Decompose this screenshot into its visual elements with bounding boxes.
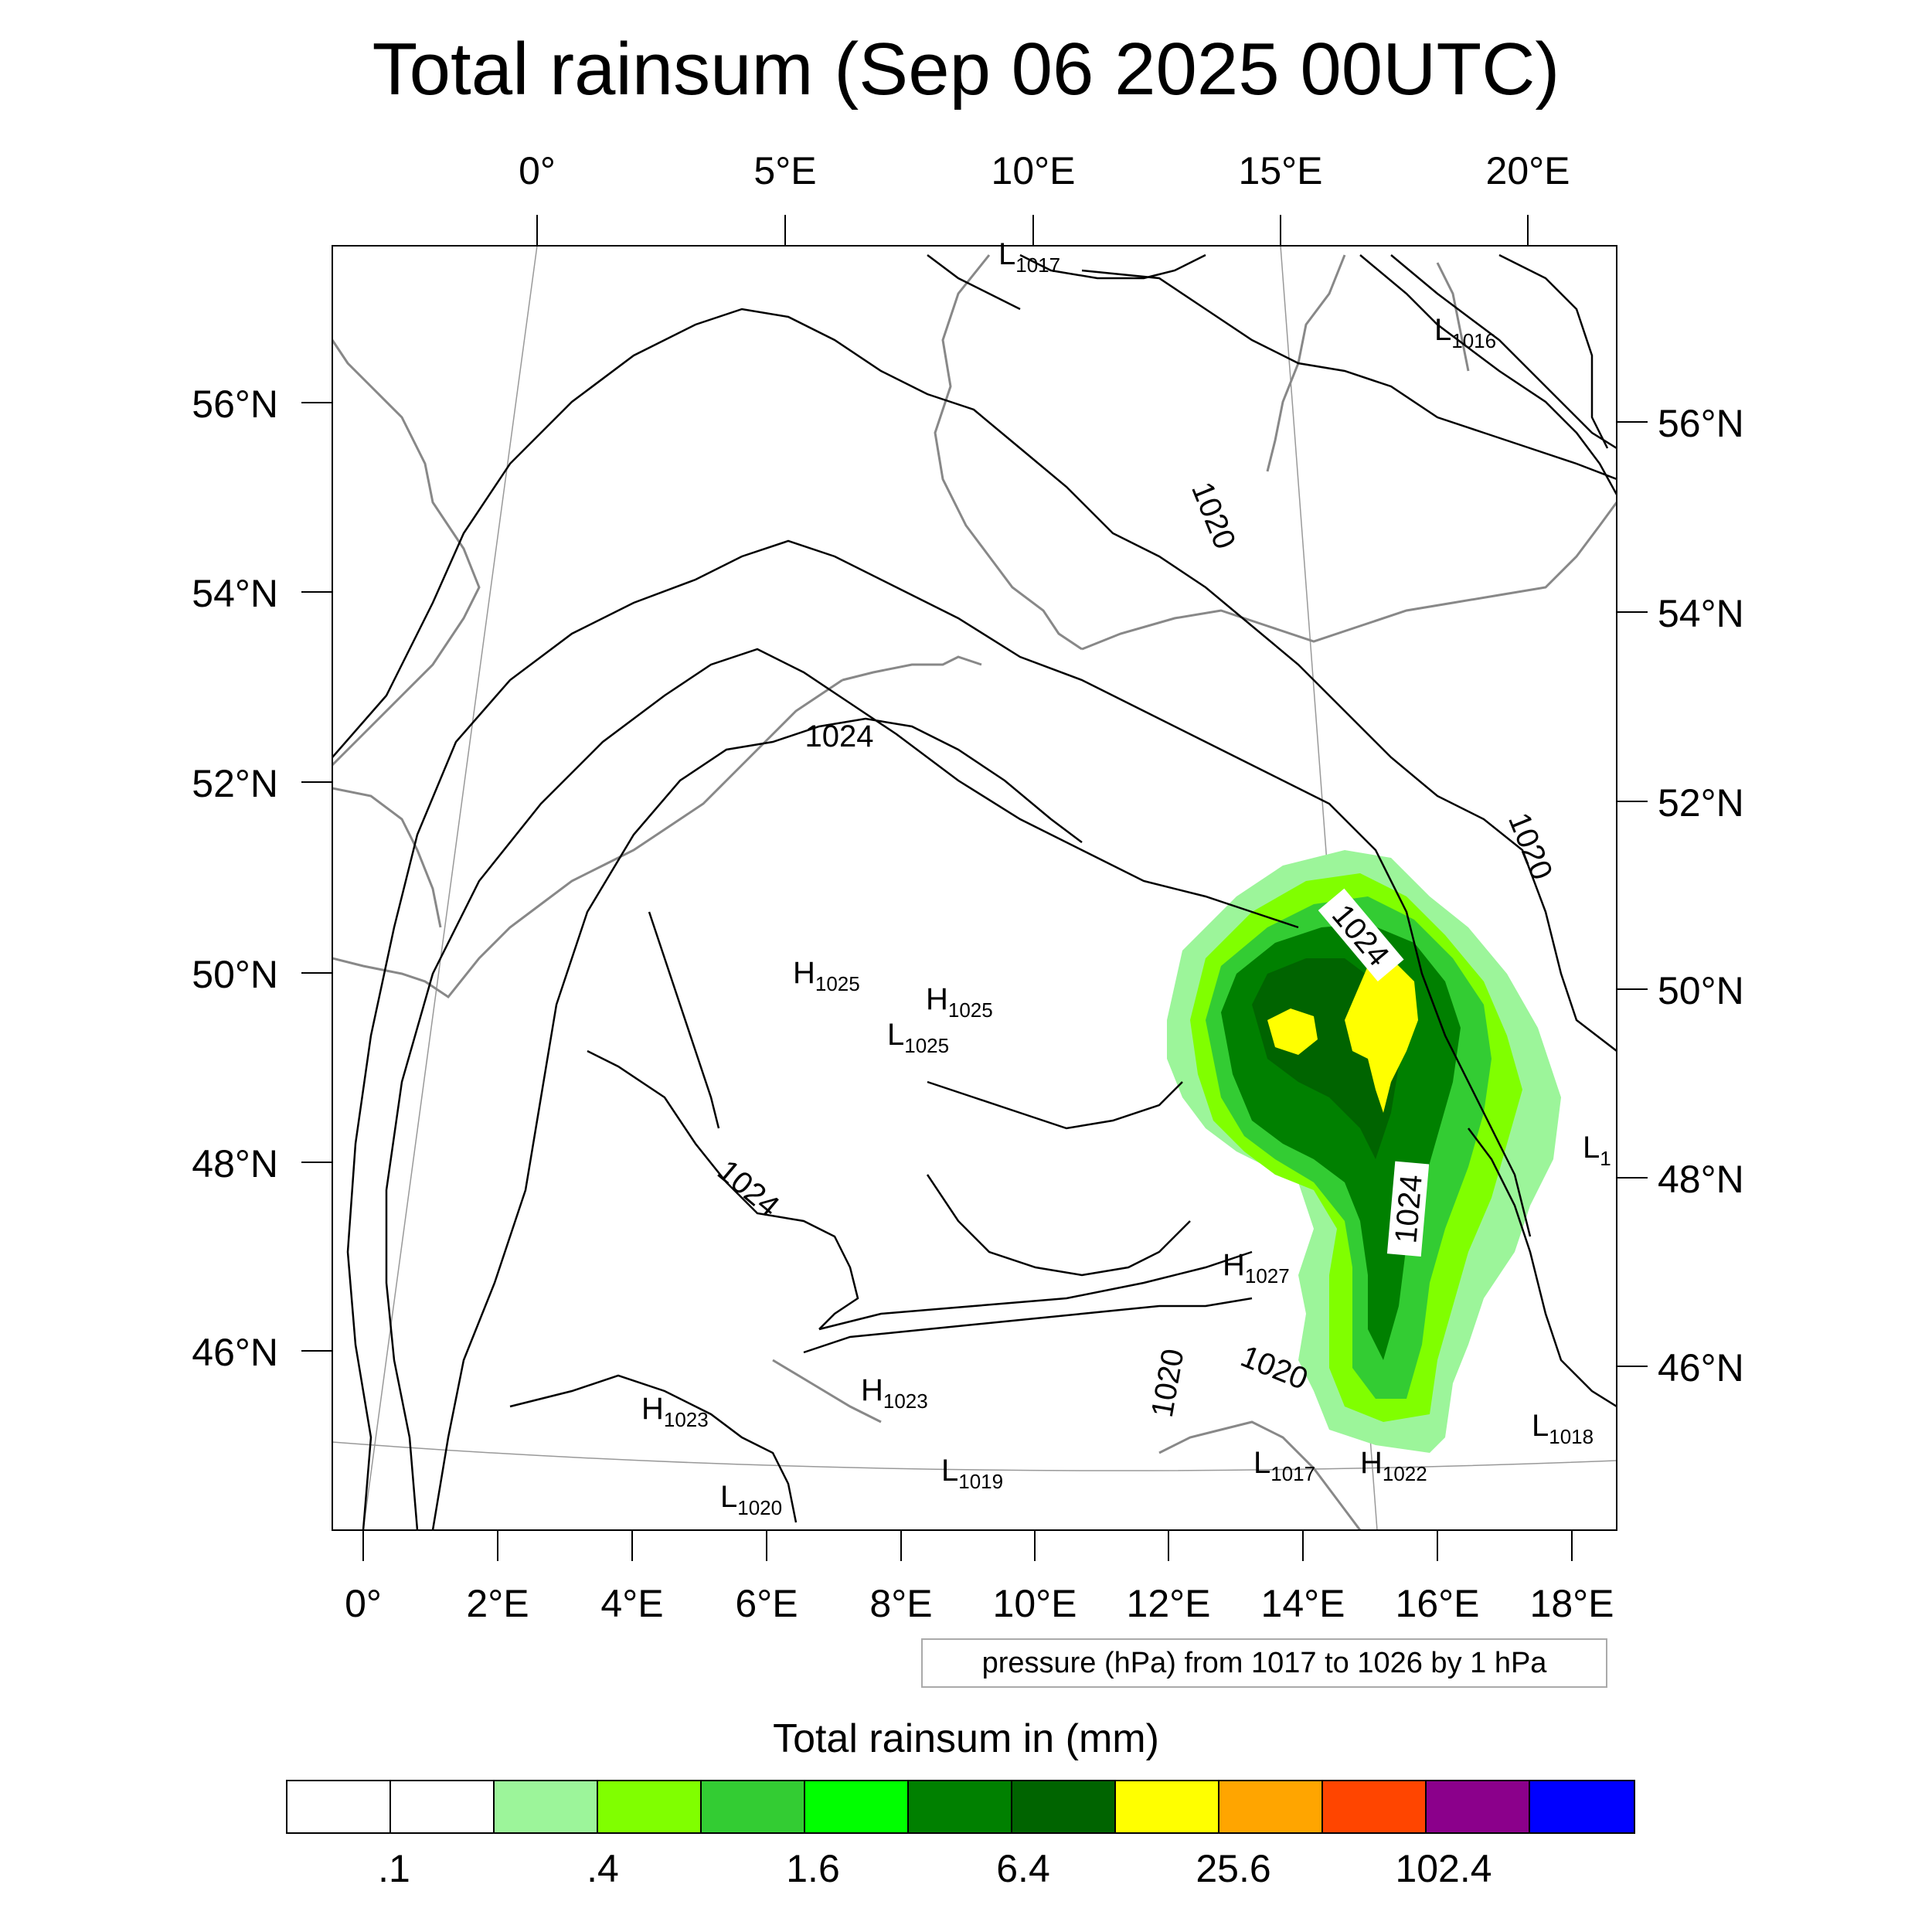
rain-area-heavy-2 xyxy=(1345,958,1418,1113)
pressure-center: L1018 xyxy=(1532,1409,1594,1448)
pressure-center: L1020 xyxy=(720,1480,782,1519)
pressure-center: H1027 xyxy=(1223,1248,1290,1287)
colorbar-swatch xyxy=(598,1781,702,1832)
colorbar-swatch xyxy=(805,1781,909,1832)
bottom-lon-label: 14°E xyxy=(1261,1582,1345,1625)
top-lon-label: 10°E xyxy=(992,149,1076,192)
pressure-center: L1017 xyxy=(1253,1446,1315,1485)
pressure-center: L1017 xyxy=(998,237,1060,277)
pressure-center: H1025 xyxy=(793,956,860,995)
isobar-label-box xyxy=(1318,888,1404,981)
colorbar-swatch xyxy=(1530,1781,1634,1832)
legend-title: Total rainsum in (mm) xyxy=(773,1716,1159,1761)
colorbar-label: .4 xyxy=(587,1847,619,1890)
pressure-center: H1022 xyxy=(1360,1446,1427,1485)
colorbar-swatch xyxy=(287,1781,391,1832)
left-lat-label: 54°N xyxy=(192,572,278,615)
colorbar-swatch xyxy=(702,1781,805,1832)
colorbar-swatch xyxy=(1219,1781,1323,1832)
colorbar-swatch xyxy=(1427,1781,1530,1832)
left-lat-label: 56°N xyxy=(192,383,278,426)
colorbar-swatch xyxy=(1323,1781,1427,1832)
left-lat-label: 50°N xyxy=(192,953,278,996)
pressure-center: L1016 xyxy=(1434,313,1496,352)
right-lat-label: 52°N xyxy=(1658,781,1744,825)
isobar-label: 1024 xyxy=(805,719,874,753)
bottom-lon-label: 2°E xyxy=(466,1582,529,1625)
right-lat-label: 46°N xyxy=(1658,1346,1744,1389)
bottom-lon-label: 8°E xyxy=(869,1582,932,1625)
rainfall-field xyxy=(1167,850,1561,1453)
top-lon-label: 5°E xyxy=(753,149,816,192)
colorbar xyxy=(286,1780,1635,1834)
pressure-note: pressure (hPa) from 1017 to 1026 by 1 hP… xyxy=(921,1638,1607,1688)
right-lat-label: 56°N xyxy=(1658,402,1744,445)
colorbar-label: .1 xyxy=(378,1847,410,1890)
colorbar-label: 1.6 xyxy=(786,1847,840,1890)
pressure-center: H1025 xyxy=(926,982,993,1022)
isobars xyxy=(332,253,1617,1530)
map-title: Total rainsum (Sep 06 2025 00UTC) xyxy=(372,28,1560,111)
bottom-lon-label: 18°E xyxy=(1530,1582,1614,1625)
pressure-center: L1025 xyxy=(887,1018,949,1057)
pressure-center: H1023 xyxy=(861,1373,928,1413)
left-lat-label: 48°N xyxy=(192,1142,278,1185)
map-border xyxy=(332,245,1617,1531)
bottom-lon-label: 16°E xyxy=(1396,1582,1480,1625)
top-lon-label: 0° xyxy=(519,149,556,192)
right-lat-label: 54°N xyxy=(1658,592,1744,635)
bottom-lon-label: 6°E xyxy=(735,1582,798,1625)
bottom-lon-label: 0° xyxy=(345,1582,382,1625)
top-lon-label: 20°E xyxy=(1486,149,1570,192)
left-lat-label: 52°N xyxy=(192,762,278,805)
colorbar-swatch xyxy=(1116,1781,1219,1832)
bottom-lon-label: 10°E xyxy=(993,1582,1077,1625)
bottom-lon-label: 4°E xyxy=(600,1582,663,1625)
colorbar-swatch xyxy=(909,1781,1012,1832)
colorbar-label: 25.6 xyxy=(1196,1847,1271,1890)
pressure-center: L1019 xyxy=(941,1454,1003,1493)
right-lat-label: 48°N xyxy=(1658,1158,1744,1201)
colorbar-label: 6.4 xyxy=(996,1847,1050,1890)
colorbar-swatch xyxy=(1012,1781,1116,1832)
pressure-center: H1023 xyxy=(641,1392,709,1431)
rain-area-heavy-1 xyxy=(1267,1009,1318,1055)
colorbar-label: 102.4 xyxy=(1395,1847,1492,1890)
axis-ticks xyxy=(301,215,1648,1561)
isobar-label: 1024 xyxy=(1389,1173,1429,1244)
bottom-lon-label: 12°E xyxy=(1127,1582,1211,1625)
left-lat-label: 46°N xyxy=(192,1331,278,1374)
isobar-label-box xyxy=(1386,1161,1430,1257)
colorbar-swatch xyxy=(495,1781,598,1832)
colorbar-swatch xyxy=(391,1781,495,1832)
top-lon-label: 15°E xyxy=(1239,149,1323,192)
right-lat-label: 50°N xyxy=(1658,969,1744,1012)
pressure-center: L1 xyxy=(1583,1131,1611,1170)
